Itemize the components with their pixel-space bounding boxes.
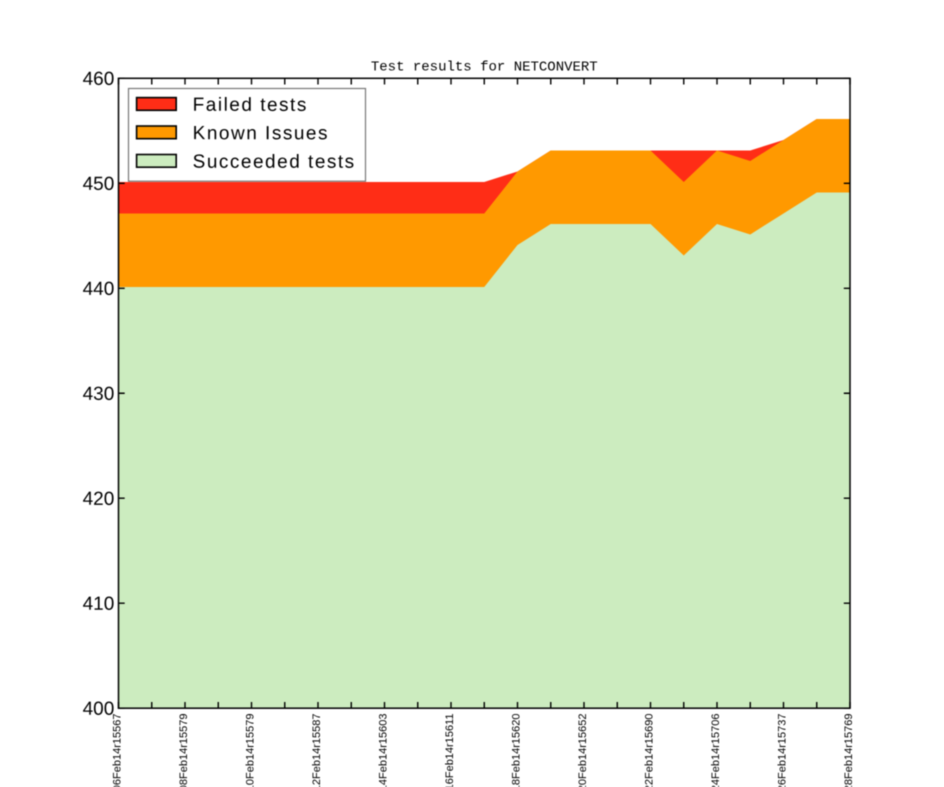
svg-text:440: 440 bbox=[83, 279, 115, 300]
svg-text:18Feb14r15620: 18Feb14r15620 bbox=[510, 714, 522, 787]
svg-text:12Feb14r15587: 12Feb14r15587 bbox=[311, 714, 323, 787]
svg-text:410: 410 bbox=[83, 594, 115, 615]
svg-text:420: 420 bbox=[83, 489, 115, 510]
svg-text:Succeeded tests: Succeeded tests bbox=[193, 152, 356, 173]
svg-text:22Feb14r15690: 22Feb14r15690 bbox=[643, 714, 655, 787]
svg-text:16Feb14r15611: 16Feb14r15611 bbox=[444, 714, 456, 787]
svg-text:430: 430 bbox=[83, 384, 115, 405]
svg-text:24Feb14r15706: 24Feb14r15706 bbox=[710, 714, 722, 787]
svg-text:Known Issues: Known Issues bbox=[193, 123, 329, 144]
svg-text:20Feb14r15652: 20Feb14r15652 bbox=[577, 714, 589, 787]
svg-text:06Feb14r15567: 06Feb14r15567 bbox=[111, 714, 123, 787]
svg-text:400: 400 bbox=[83, 699, 115, 720]
svg-text:26Feb14r15737: 26Feb14r15737 bbox=[776, 714, 788, 787]
svg-text:14Feb14r15603: 14Feb14r15603 bbox=[377, 714, 389, 787]
svg-text:Test results for NETCONVERT: Test results for NETCONVERT bbox=[371, 59, 598, 75]
svg-text:Failed tests: Failed tests bbox=[193, 95, 308, 116]
svg-text:10Feb14r15579: 10Feb14r15579 bbox=[244, 714, 256, 787]
svg-text:460: 460 bbox=[83, 69, 115, 90]
svg-text:08Feb14r15579: 08Feb14r15579 bbox=[178, 714, 190, 787]
svg-text:28Feb14r15769: 28Feb14r15769 bbox=[843, 714, 855, 787]
svg-text:450: 450 bbox=[83, 174, 115, 195]
